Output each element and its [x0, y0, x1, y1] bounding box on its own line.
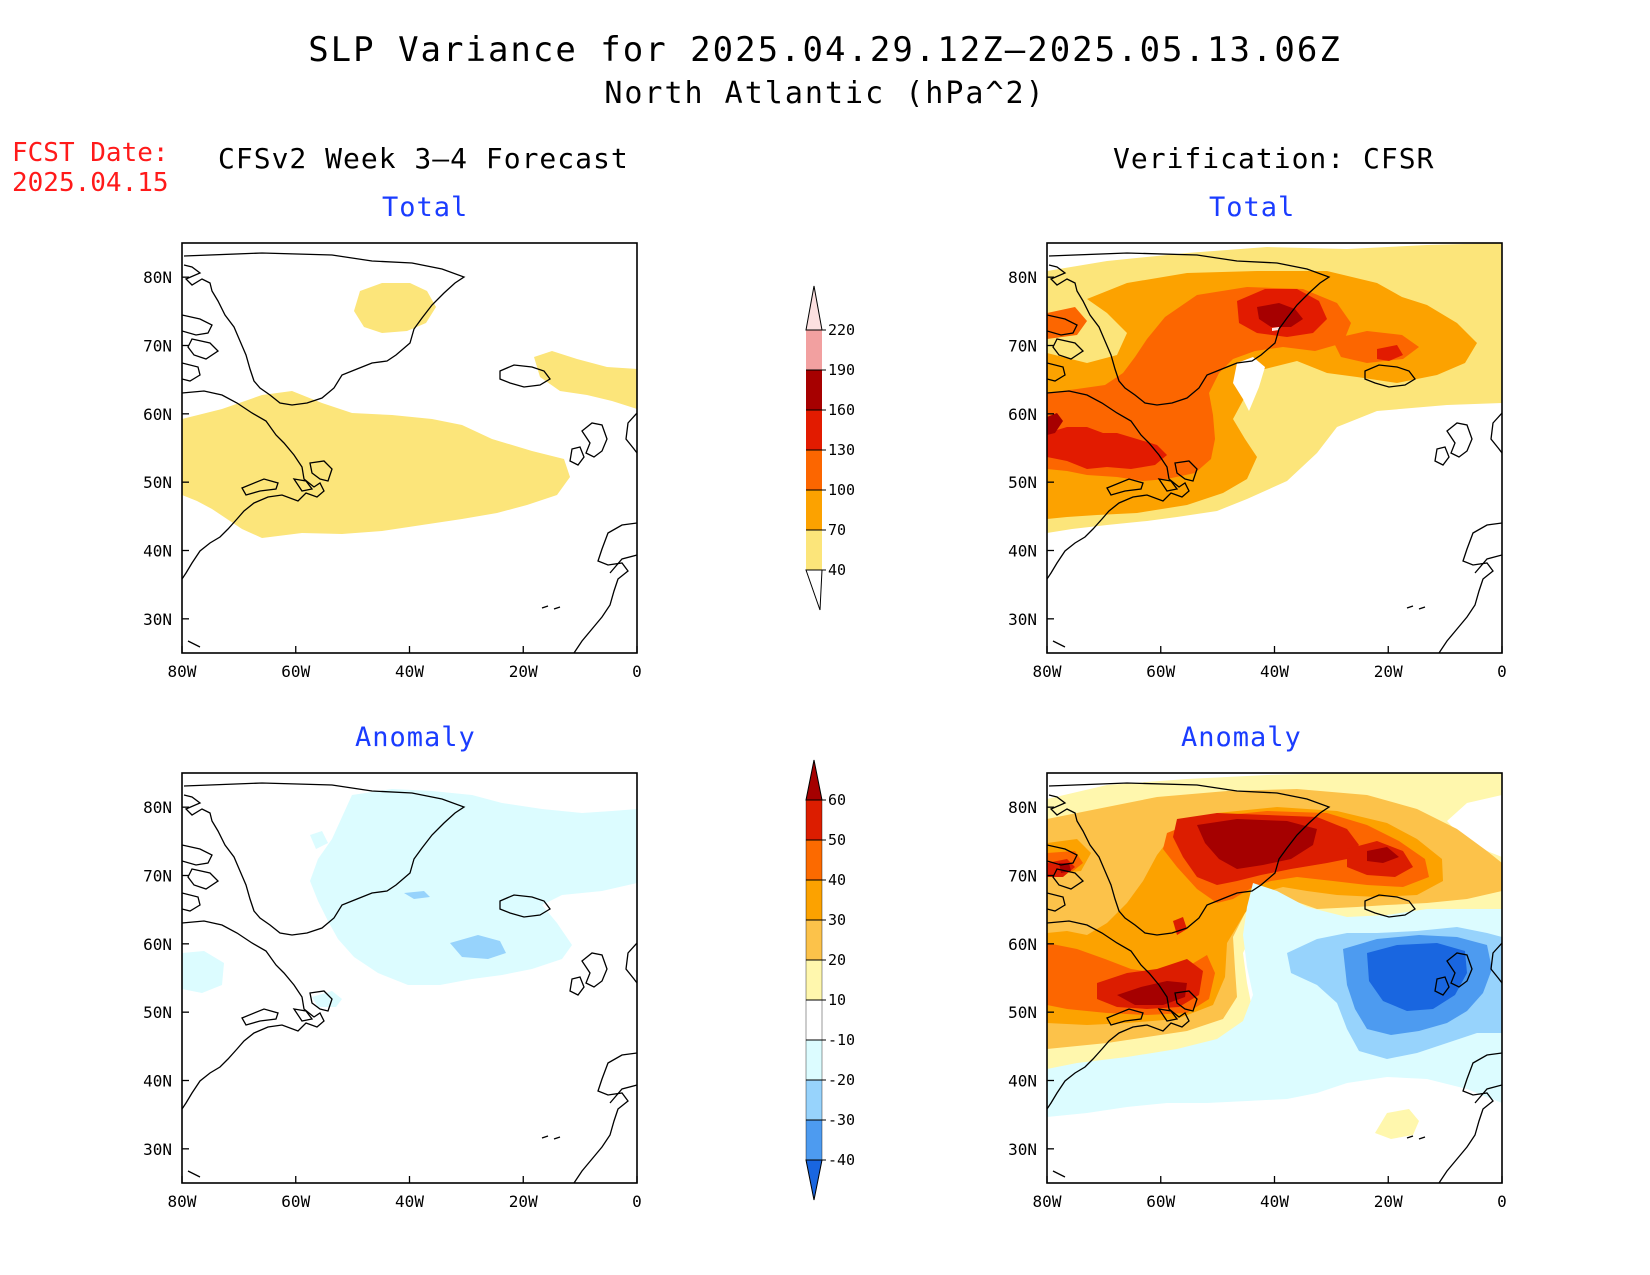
map-forecast-total	[181, 242, 638, 654]
lat-tick-label: 50N	[1008, 1003, 1037, 1022]
lat-tick-label: 50N	[1008, 473, 1037, 492]
colorbar-total-swatch	[806, 410, 822, 450]
lon-tick-label: 60W	[1146, 662, 1175, 681]
lat-tick-label: 30N	[1008, 610, 1037, 629]
colorbar-anomaly-label: 40	[828, 871, 846, 889]
lon-tick-label: 40W	[1260, 662, 1289, 681]
colorbar-anomaly-swatch	[805, 1039, 823, 1081]
colorbar-anomaly-label: 10	[828, 991, 846, 1009]
lon-tick-label: 20W	[509, 1192, 538, 1211]
map-verification-anomaly	[1046, 772, 1503, 1184]
colorbar-total-label: 160	[828, 401, 855, 419]
lat-tick-label: 40N	[1008, 542, 1037, 561]
lat-tick-label: 30N	[143, 1140, 172, 1159]
lon-tick-label: 0	[1497, 1192, 1507, 1211]
lat-tick-label: 30N	[143, 610, 172, 629]
colorbar-anomaly-label: -20	[828, 1071, 855, 1089]
lat-tick-label: 70N	[1008, 867, 1037, 886]
fcst-date-value: 2025.04.15	[12, 168, 169, 198]
fcst-date: FCST Date: 2025.04.15	[12, 138, 169, 198]
lon-tick-label: 0	[632, 1192, 642, 1211]
lat-tick-label: 80N	[1008, 268, 1037, 287]
lon-tick-label: 60W	[1146, 1192, 1175, 1211]
lon-tick-label: 80W	[1033, 1192, 1062, 1211]
colorbars-layer: 40 70 100 130 160 190 220 60 50 40 30 20 10 -10 -20 -30…	[805, 285, 855, 1201]
lat-tick-label: 60N	[143, 935, 172, 954]
colorbar-anomaly-lower-arrow	[805, 1159, 823, 1201]
colorbar-anomaly-swatch	[805, 919, 823, 961]
colorbar-anomaly-upper-arrow	[805, 759, 823, 801]
lat-tick-label: 80N	[143, 268, 172, 287]
colorbar-total-upper-arrow	[805, 285, 823, 331]
colorbar-anomaly-swatch	[805, 1079, 823, 1121]
colorbar-anomaly-label: 60	[828, 791, 846, 809]
lon-tick-label: 80W	[168, 662, 197, 681]
main-title: SLP Variance for 2025.04.29.12Z–2025.05.…	[308, 30, 1342, 70]
lat-tick-label: 80N	[143, 798, 172, 817]
panel-title-verification-anomaly: Anomaly	[1181, 722, 1302, 753]
colorbar-total-swatch	[806, 450, 822, 490]
colorbar-total-swatch	[806, 490, 822, 530]
colorbar-total-lower-arrow	[805, 569, 823, 611]
colorbar-anomaly-label: -10	[828, 1031, 855, 1049]
main-subtitle: North Atlantic (hPa^2)	[604, 76, 1046, 111]
lat-tick-label: 60N	[1008, 935, 1037, 954]
colorbar-anomaly-label: 20	[828, 951, 846, 969]
lat-tick-label: 50N	[143, 1003, 172, 1022]
colorbar-anomaly-swatch	[805, 839, 823, 881]
colorbar-anomaly-label: 30	[828, 911, 846, 929]
lon-tick-label: 60W	[281, 662, 310, 681]
colorbar-total-label: 100	[828, 481, 855, 499]
fcst-date-label: FCST Date:	[12, 138, 169, 168]
lat-tick-label: 60N	[1008, 405, 1037, 424]
lat-tick-label: 30N	[1008, 1140, 1037, 1159]
lat-tick-label: 80N	[1008, 798, 1037, 817]
colorbar-anomaly-label: -30	[828, 1111, 855, 1129]
colorbar-total-swatch	[806, 330, 822, 370]
verification-column-title: Verification: CFSR	[1113, 142, 1435, 175]
lon-tick-label: 40W	[1260, 1192, 1289, 1211]
lon-tick-label: 80W	[168, 1192, 197, 1211]
panel-title-verification-total: Total	[1209, 192, 1296, 223]
lat-tick-label: 40N	[143, 542, 172, 561]
lat-tick-label: 70N	[1008, 337, 1037, 356]
colorbar-anomaly-swatch	[805, 1119, 823, 1161]
colorbar-anomaly-swatch	[805, 879, 823, 921]
colorbar-total-swatch	[806, 370, 822, 410]
lon-tick-label: 20W	[509, 662, 538, 681]
panel-title-forecast-anomaly: Anomaly	[355, 722, 476, 753]
lon-tick-label: 40W	[395, 1192, 424, 1211]
lon-tick-label: 20W	[1374, 662, 1403, 681]
colorbar-anomaly-label: 50	[828, 831, 846, 849]
lat-tick-label: 40N	[143, 1072, 172, 1091]
lat-tick-label: 40N	[1008, 1072, 1037, 1091]
colorbar-total-label: 70	[828, 521, 846, 539]
map-verification-total	[1046, 242, 1503, 654]
colorbar-total-label: 190	[828, 361, 855, 379]
colorbar-anomaly-swatch	[805, 999, 823, 1041]
lon-tick-label: 40W	[395, 662, 424, 681]
colorbar-anomaly-label: -40	[828, 1151, 855, 1169]
lon-tick-label: 0	[632, 662, 642, 681]
lat-tick-label: 50N	[143, 473, 172, 492]
colorbar-anomaly-swatch	[805, 959, 823, 1001]
colorbar-total-label: 130	[828, 441, 855, 459]
lat-tick-label: 70N	[143, 337, 172, 356]
colorbar-total-swatch	[806, 530, 822, 570]
panel-title-forecast-total: Total	[382, 192, 469, 223]
lon-tick-label: 20W	[1374, 1192, 1403, 1211]
axes-layer: 80W 60W 40W 20W 0 80N 70N 60N 50N 40N 30N 80W 60W 40W…	[143, 268, 1507, 1211]
colorbar-anomaly-swatch	[805, 799, 823, 841]
lon-tick-label: 60W	[281, 1192, 310, 1211]
forecast-column-title: CFSv2 Week 3–4 Forecast	[218, 142, 629, 175]
lat-tick-label: 60N	[143, 405, 172, 424]
lat-tick-label: 70N	[143, 867, 172, 886]
colorbar-total-label: 220	[828, 321, 855, 339]
lon-tick-label: 0	[1497, 662, 1507, 681]
colorbar-total-label: 40	[828, 561, 846, 579]
lon-tick-label: 80W	[1033, 662, 1062, 681]
map-forecast-anomaly	[181, 772, 638, 1184]
